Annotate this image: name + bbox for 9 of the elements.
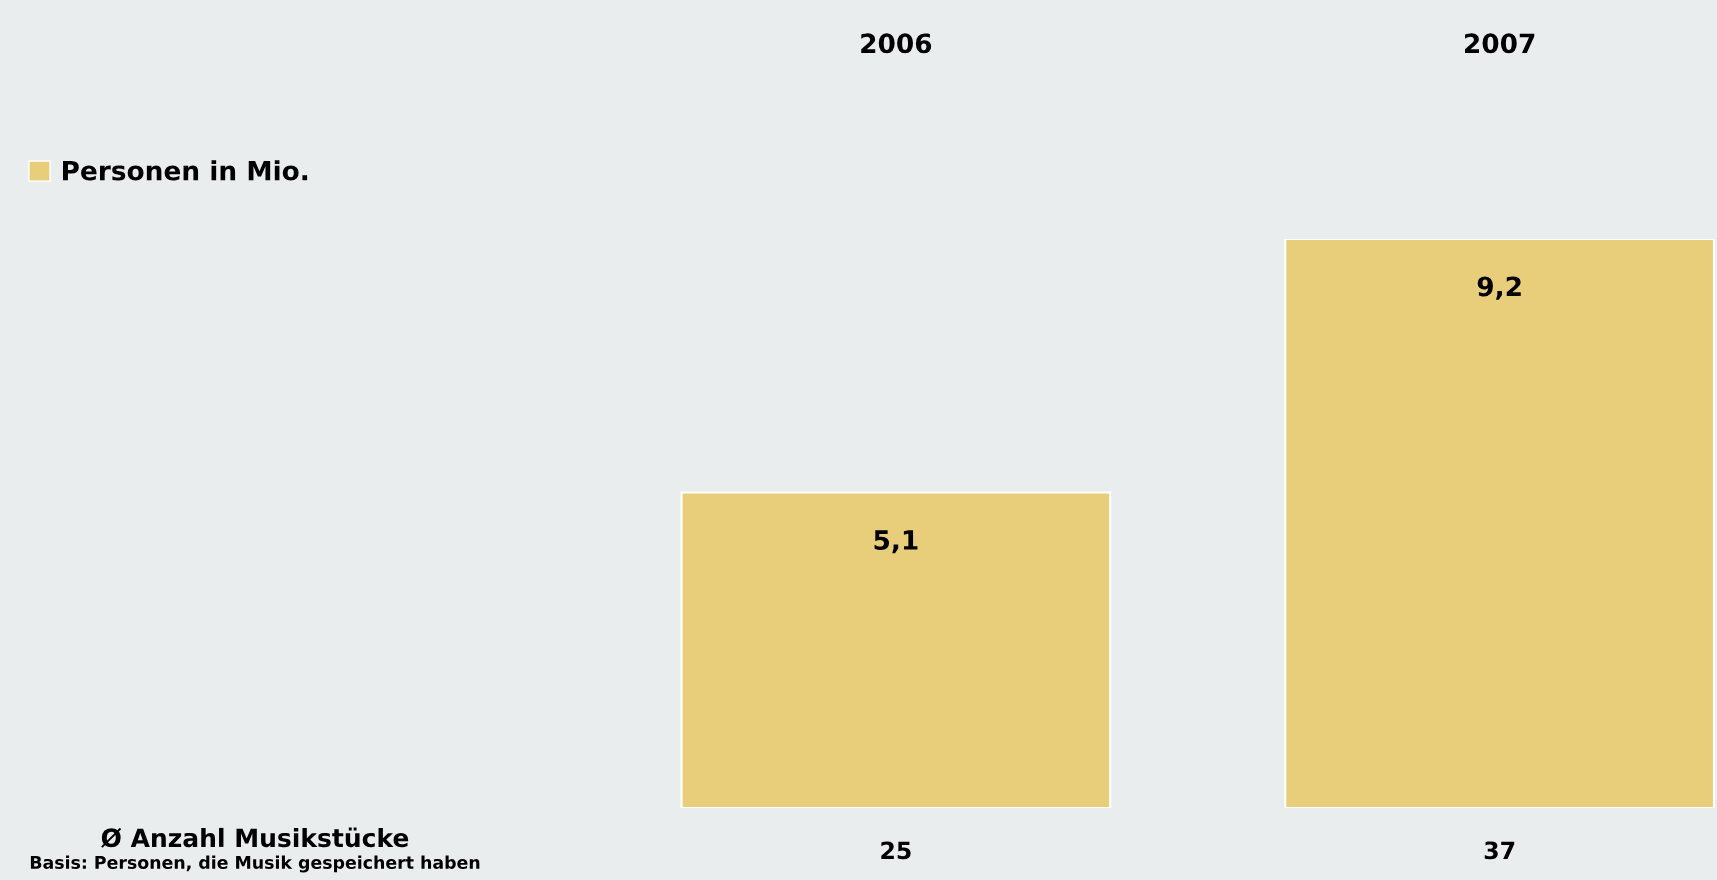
x-tick-label: 2006: [861, 33, 932, 54]
legend-label: Personen in Mio.: [62, 160, 308, 181]
text: 37: [1484, 841, 1515, 860]
data-label: 9,2: [1477, 276, 1521, 300]
text: Ø Anzahl Musikstücke: [101, 827, 409, 848]
x-tick-label: 2007: [1465, 33, 1535, 54]
text: Basis: Personen, die Musik gespeichert haben: [30, 855, 480, 873]
data-label: 5,1: [874, 530, 918, 554]
text: 25: [881, 841, 911, 860]
